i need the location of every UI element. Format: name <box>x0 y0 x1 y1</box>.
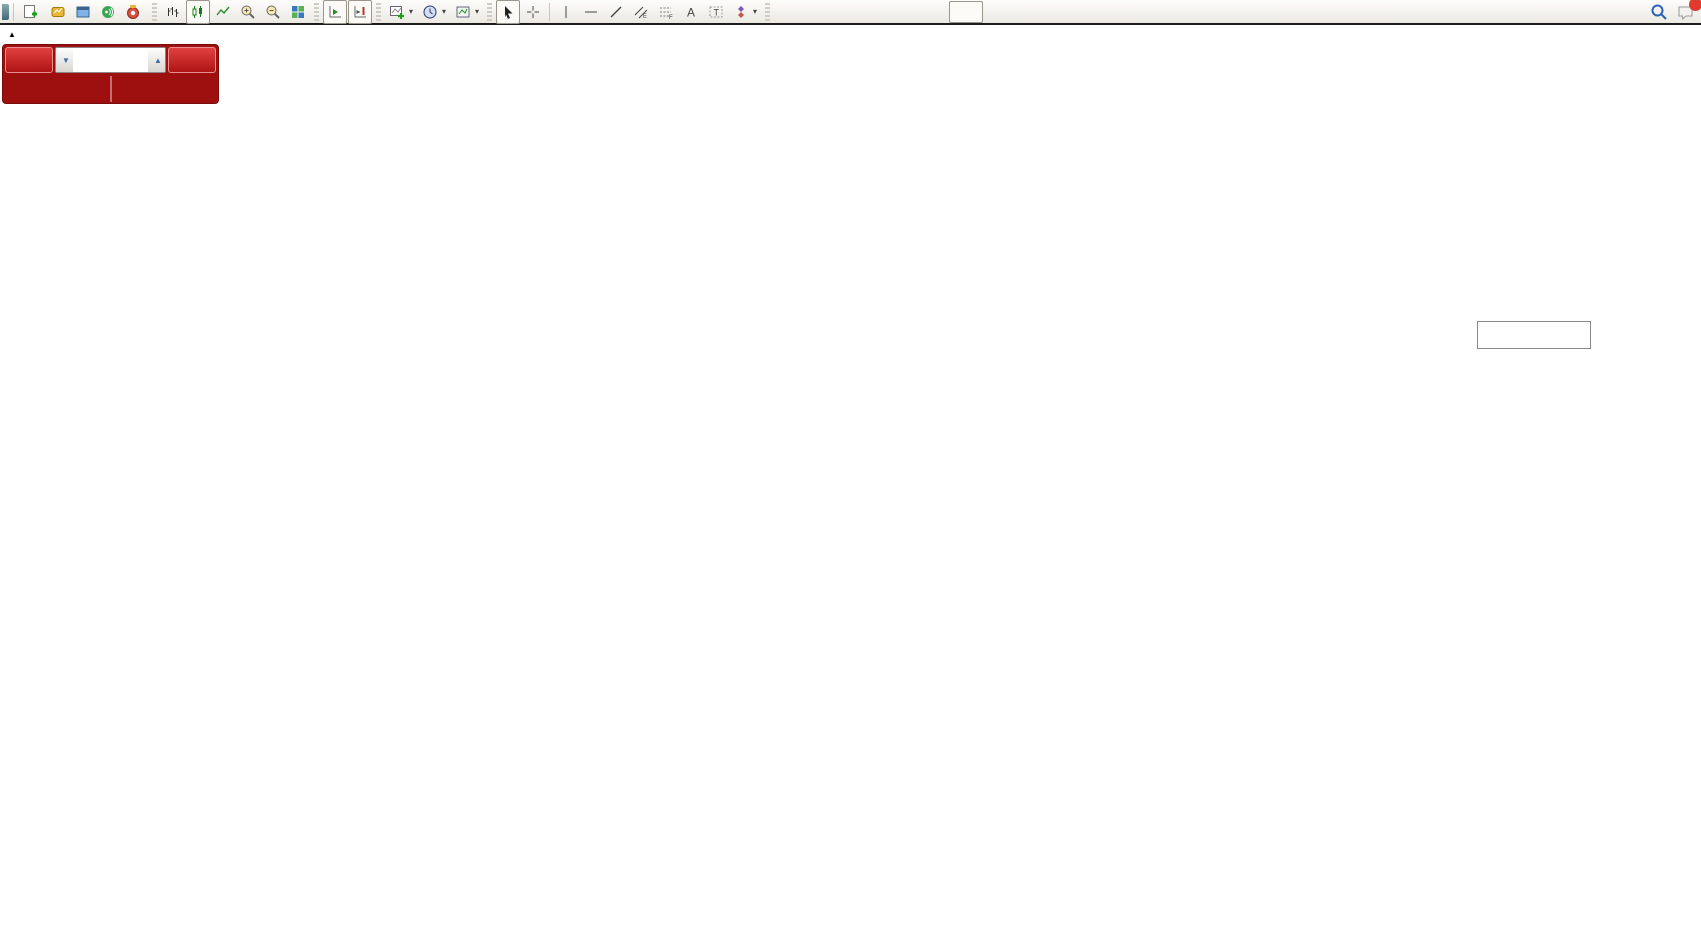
tf-m15[interactable] <box>844 1 878 23</box>
sell-price[interactable] <box>5 74 110 104</box>
vertical-line-button[interactable] <box>554 0 578 24</box>
svg-text:E: E <box>643 14 647 20</box>
auto-trading-button[interactable] <box>121 0 148 24</box>
symbol-header: ▲ <box>8 30 21 39</box>
auto-trading-icon <box>127 4 139 19</box>
trendline-button[interactable] <box>604 0 628 24</box>
tf-m30[interactable] <box>879 1 913 23</box>
price-divider <box>109 76 112 102</box>
new-order-button[interactable] <box>18 0 45 24</box>
navigator-icon <box>76 6 90 17</box>
clipped-icon <box>2 3 9 20</box>
cursor-icon <box>505 5 513 19</box>
svg-text:T: T <box>714 7 720 17</box>
equidistant-channel-icon: E <box>634 6 648 20</box>
navigator-button[interactable] <box>71 0 95 24</box>
fibonacci-icon: F <box>660 7 673 20</box>
candlestick-chart-button[interactable] <box>186 0 210 24</box>
zoom-in-icon <box>241 5 255 19</box>
auto-scroll-button[interactable] <box>323 0 347 24</box>
text-label-button[interactable]: T <box>704 0 728 24</box>
toolbar-grip <box>314 2 319 21</box>
cursor-button[interactable] <box>496 0 521 24</box>
zoom-in-button[interactable] <box>236 0 260 24</box>
templates-button[interactable]: ▾ <box>451 0 483 24</box>
indicators-icon <box>390 5 404 19</box>
zoom-out-button[interactable] <box>261 0 285 24</box>
tf-m1[interactable] <box>774 1 808 23</box>
signals-button[interactable] <box>96 0 120 24</box>
svg-text:F: F <box>669 15 673 20</box>
separator <box>13 2 14 21</box>
sell-button[interactable] <box>5 47 53 73</box>
dropdown-caret: ▾ <box>409 7 414 16</box>
line-chart-button[interactable] <box>211 0 235 24</box>
volume-input[interactable] <box>73 48 148 72</box>
toolbar-grip <box>487 2 493 21</box>
chat-button[interactable] <box>1673 0 1701 24</box>
toolbar-grip <box>376 2 381 21</box>
channel-button[interactable]: E <box>629 0 653 24</box>
tf-d1[interactable] <box>984 1 1018 23</box>
one-click-trading-panel: ▼ ▲ <box>2 44 219 104</box>
toolbar: ▾ ▾ ▾ <box>0 0 1701 25</box>
collapse-triangle-icon[interactable]: ▲ <box>8 30 16 39</box>
candlestick-chart-icon <box>192 5 202 18</box>
search-icon <box>1651 4 1667 20</box>
market-watch-button[interactable] <box>46 0 70 24</box>
line-chart-icon <box>216 6 230 15</box>
periods-button[interactable]: ▾ <box>418 0 450 24</box>
tile-windows-icon <box>292 5 304 18</box>
market-watch-icon <box>51 6 65 17</box>
tile-windows-button[interactable] <box>286 0 310 24</box>
buy-price[interactable] <box>112 74 217 104</box>
search-button[interactable] <box>1646 0 1672 24</box>
tf-w1[interactable] <box>1019 1 1053 23</box>
indicators-button[interactable]: ▾ <box>385 0 417 24</box>
toolbar-grip <box>765 2 771 21</box>
fibonacci-button[interactable]: F <box>654 0 678 24</box>
volume-down-button[interactable]: ▼ <box>56 48 73 72</box>
tf-h1[interactable] <box>914 1 948 23</box>
chart-shift-button[interactable] <box>348 0 372 24</box>
horizontal-line-icon <box>585 11 598 12</box>
tf-h4[interactable] <box>949 0 984 23</box>
volume-up-button[interactable]: ▲ <box>148 48 165 72</box>
dropdown-caret: ▾ <box>753 7 758 16</box>
tf-m5[interactable] <box>809 1 843 23</box>
horizontal-line-button[interactable] <box>579 0 603 24</box>
text-button[interactable]: A <box>679 0 703 24</box>
tf-mn[interactable] <box>1054 1 1088 23</box>
separator <box>549 2 551 21</box>
annotation-text-box[interactable] <box>1477 321 1591 349</box>
buy-button[interactable] <box>168 47 216 73</box>
trendline-icon <box>610 6 622 17</box>
arrow-shapes-icon <box>738 5 745 18</box>
dropdown-caret: ▾ <box>442 7 447 16</box>
bar-chart-button[interactable] <box>161 0 185 24</box>
templates-icon <box>456 6 470 17</box>
arrows-button[interactable]: ▾ <box>729 0 761 24</box>
notification-badge <box>1689 0 1701 11</box>
svg-text:A: A <box>687 5 695 19</box>
zoom-out-icon <box>266 5 280 19</box>
text-a-icon: A <box>687 5 695 19</box>
toolbar-grip <box>152 2 157 21</box>
signals-icon <box>102 5 114 18</box>
crosshair-icon <box>527 5 540 18</box>
volume-stepper: ▼ ▲ <box>55 47 166 73</box>
new-order-icon <box>24 4 37 18</box>
text-label-icon: T <box>709 6 723 17</box>
vertical-line-icon <box>565 5 567 18</box>
dropdown-caret: ▾ <box>475 7 480 16</box>
chart-shift-icon <box>354 5 366 17</box>
bar-chart-icon <box>168 6 179 17</box>
crosshair-button[interactable] <box>521 0 545 24</box>
auto-scroll-icon <box>329 5 341 17</box>
periods-clock-icon <box>423 5 437 18</box>
